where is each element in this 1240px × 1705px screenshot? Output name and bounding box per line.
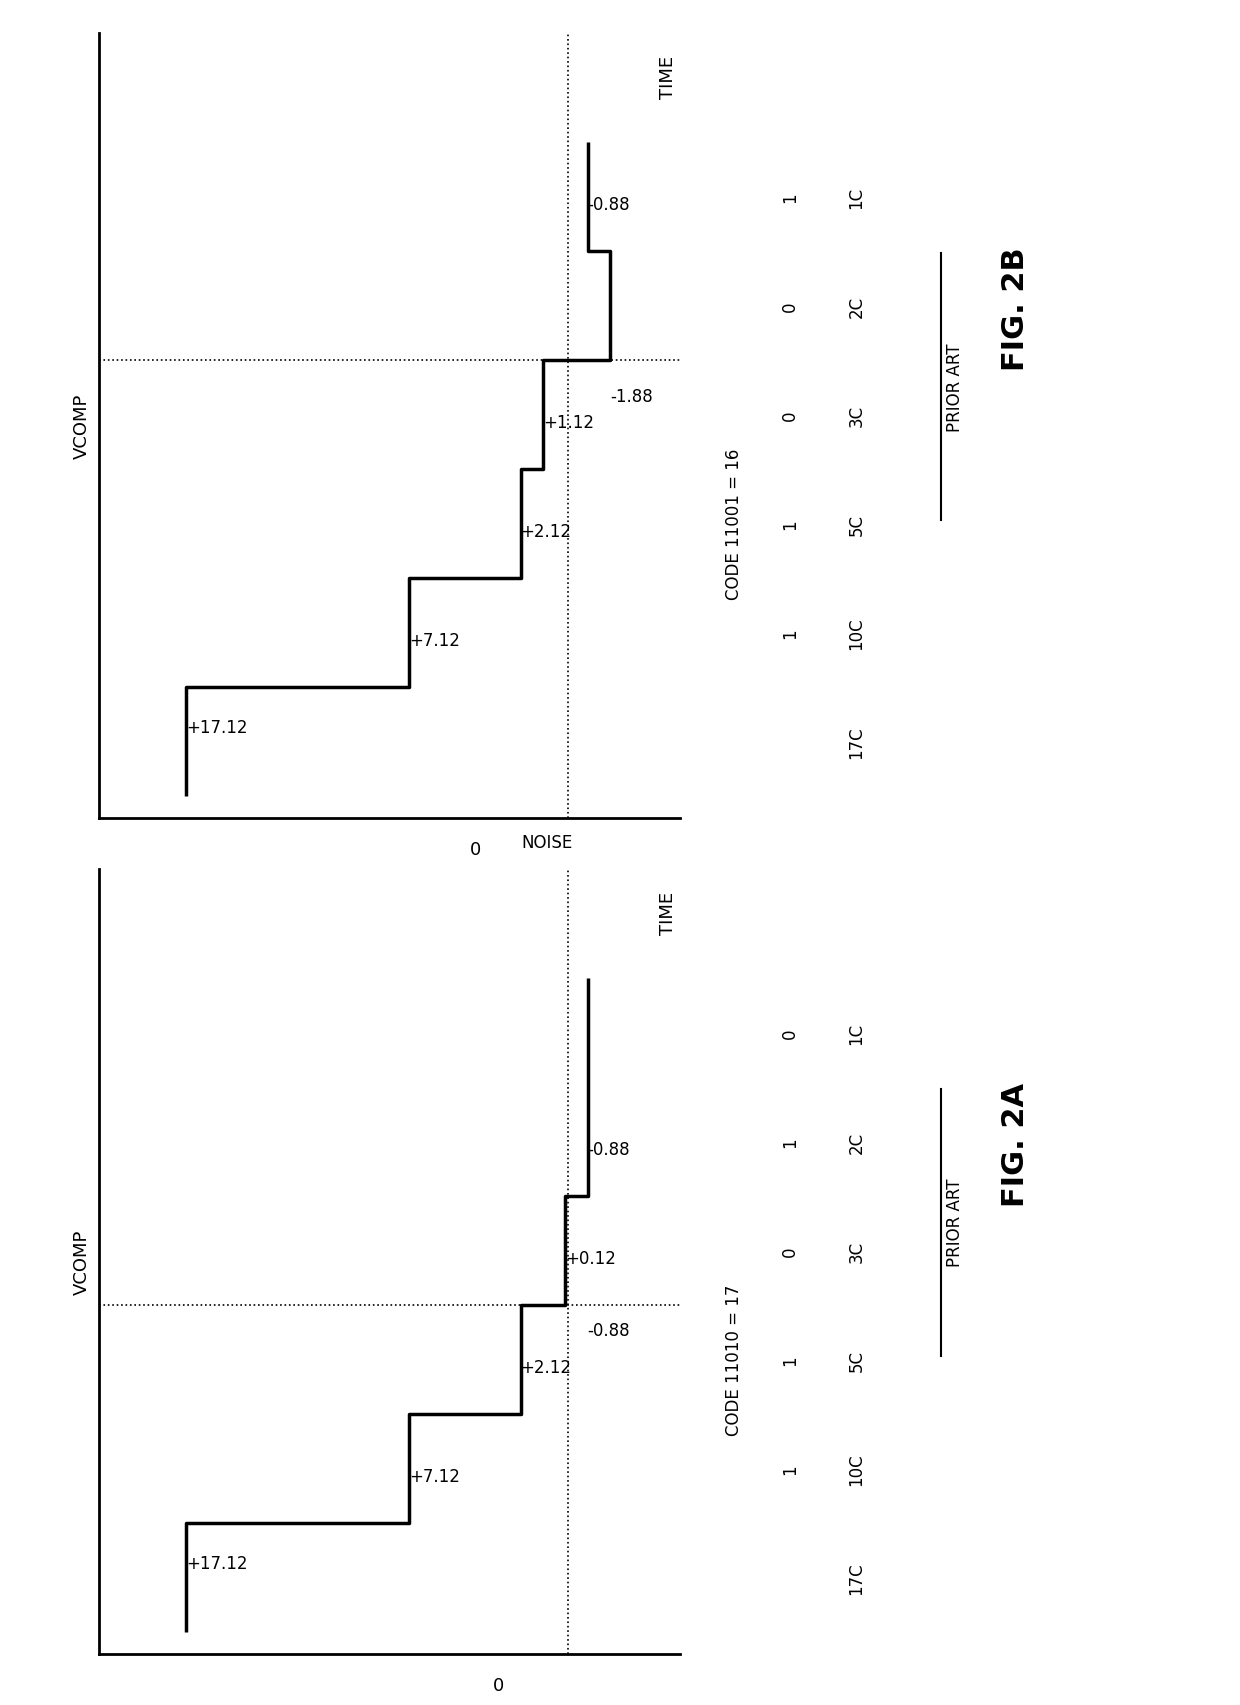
Text: 2C: 2C — [847, 295, 866, 317]
Text: +7.12: +7.12 — [409, 1466, 460, 1485]
Text: 1: 1 — [781, 193, 799, 203]
Text: TIME: TIME — [660, 892, 677, 934]
Text: -2.0: -2.0 — [517, 975, 549, 992]
Text: -0.88: -0.88 — [588, 1141, 630, 1158]
Text: 3C: 3C — [847, 404, 866, 426]
Text: 0: 0 — [492, 1676, 503, 1693]
Text: +2.12: +2.12 — [521, 523, 572, 540]
Text: FIG. 2A: FIG. 2A — [1001, 1083, 1030, 1205]
Text: 0: 0 — [781, 411, 799, 421]
Text: 1C: 1C — [847, 186, 866, 208]
Text: 1C: 1C — [847, 1021, 866, 1043]
Text: 10C: 10C — [847, 617, 866, 650]
Text: 0: 0 — [781, 1246, 799, 1257]
Text: 0: 0 — [470, 841, 481, 858]
Text: 1: 1 — [781, 1463, 799, 1475]
Text: CODE 11010 = 17: CODE 11010 = 17 — [724, 1284, 743, 1436]
Text: 1: 1 — [781, 1137, 799, 1147]
Text: CODE 11001 = 16: CODE 11001 = 16 — [724, 448, 743, 600]
Text: PRIOR ART: PRIOR ART — [946, 1178, 965, 1267]
Y-axis label: VCOMP: VCOMP — [73, 394, 91, 459]
Text: +0.12: +0.12 — [565, 1250, 616, 1267]
Text: TIME: TIME — [660, 56, 677, 99]
Text: 10C: 10C — [847, 1453, 866, 1485]
Text: 1: 1 — [781, 518, 799, 530]
Text: +1.12: +1.12 — [543, 414, 594, 431]
Text: 2C: 2C — [847, 1130, 866, 1153]
Text: 1: 1 — [781, 627, 799, 639]
Text: 5C: 5C — [847, 513, 866, 535]
Text: PRIOR ART: PRIOR ART — [946, 343, 965, 431]
Text: -1.88: -1.88 — [610, 389, 652, 406]
Text: +17.12: +17.12 — [186, 1555, 247, 1572]
Text: 17C: 17C — [847, 726, 866, 759]
Text: 17C: 17C — [847, 1562, 866, 1594]
Text: -0.88: -0.88 — [588, 196, 630, 213]
Text: -0.88: -0.88 — [588, 1321, 630, 1340]
Text: 3C: 3C — [847, 1240, 866, 1262]
Text: NOISE: NOISE — [521, 834, 573, 851]
Y-axis label: VCOMP: VCOMP — [73, 1229, 91, 1294]
Text: 0: 0 — [781, 302, 799, 312]
Text: +2.12: +2.12 — [521, 1359, 572, 1376]
Text: FIG. 2B: FIG. 2B — [1001, 247, 1030, 370]
Text: +7.12: +7.12 — [409, 631, 460, 650]
Text: 5C: 5C — [847, 1349, 866, 1371]
Text: 1: 1 — [781, 1354, 799, 1366]
Text: +17.12: +17.12 — [186, 720, 247, 737]
Text: 0: 0 — [781, 1028, 799, 1038]
